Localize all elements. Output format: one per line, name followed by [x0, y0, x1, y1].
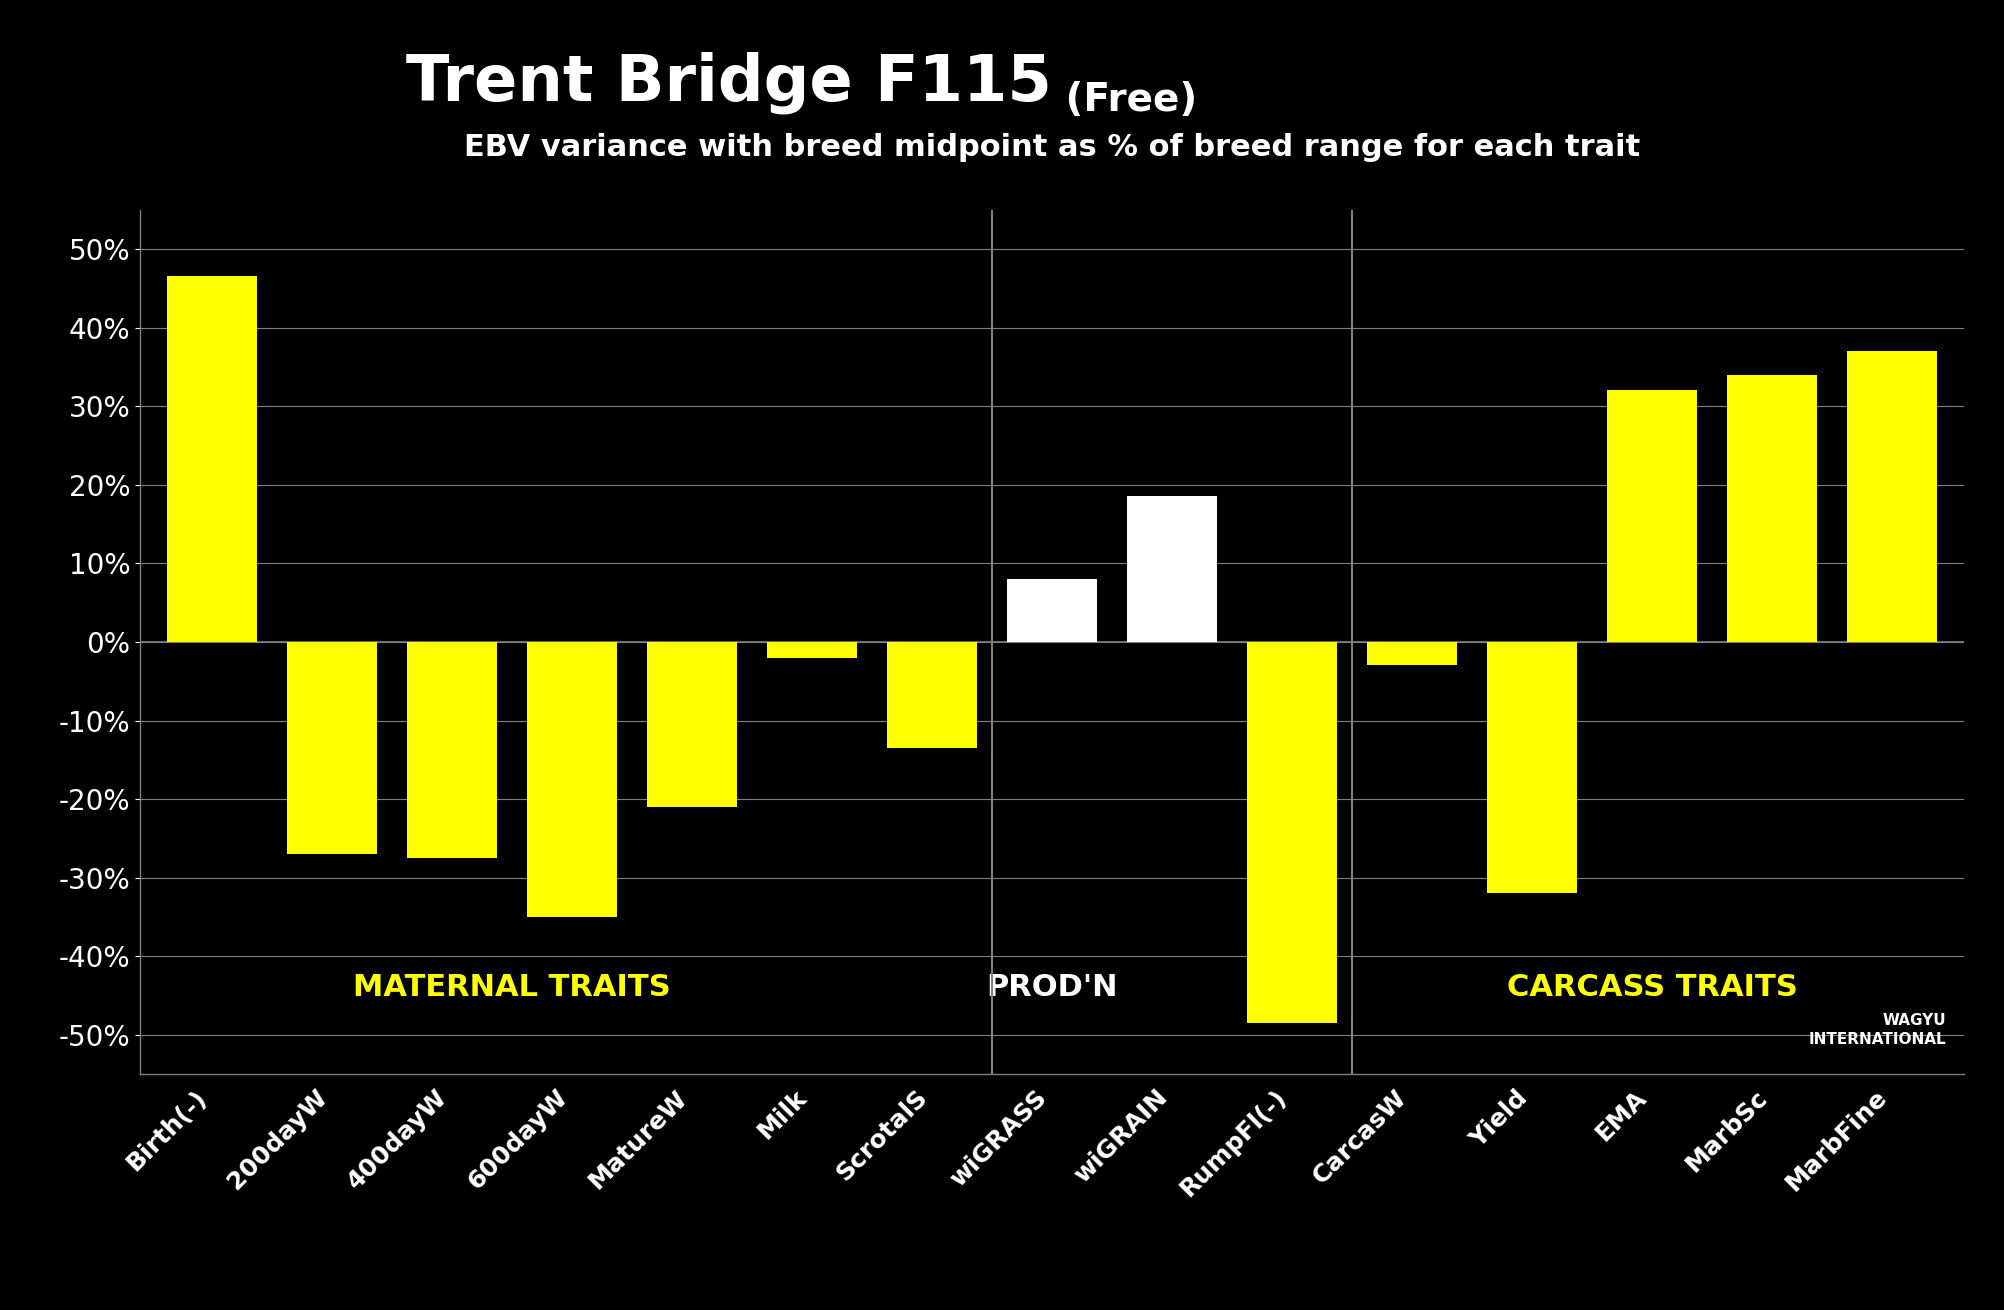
Text: WAGYU
INTERNATIONAL: WAGYU INTERNATIONAL: [1808, 1013, 1946, 1047]
Bar: [1008, 579, 1096, 642]
Bar: [166, 276, 257, 642]
Bar: [287, 642, 377, 854]
Bar: [1246, 642, 1337, 1023]
Bar: [1126, 496, 1216, 642]
Bar: [407, 642, 497, 858]
Text: MATERNAL TRAITS: MATERNAL TRAITS: [353, 973, 671, 1002]
Bar: [527, 642, 617, 917]
Bar: [1848, 351, 1938, 642]
Text: CARCASS TRAITS: CARCASS TRAITS: [1507, 973, 1798, 1002]
Bar: [1487, 642, 1577, 893]
Bar: [1607, 390, 1697, 642]
Bar: [1727, 375, 1818, 642]
Bar: [768, 642, 858, 658]
Text: PROD'N: PROD'N: [986, 973, 1118, 1002]
Bar: [647, 642, 737, 807]
Bar: [888, 642, 978, 748]
Text: EBV variance with breed midpoint as % of breed range for each trait: EBV variance with breed midpoint as % of…: [465, 134, 1639, 162]
Bar: [1367, 642, 1457, 665]
Text: Trent Bridge F115: Trent Bridge F115: [407, 52, 1052, 114]
Text: (Free): (Free): [1052, 81, 1196, 119]
